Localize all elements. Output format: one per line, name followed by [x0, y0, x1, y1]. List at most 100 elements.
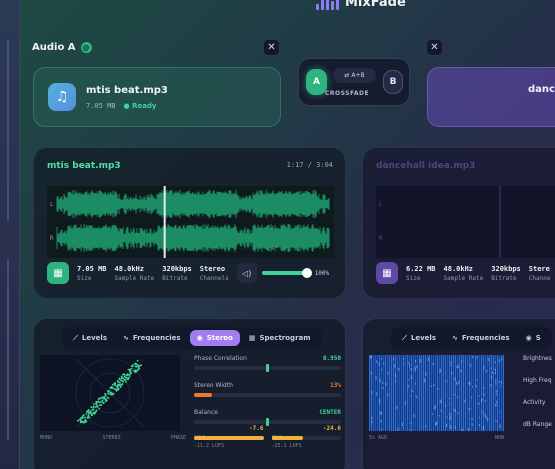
scope-label-mono: MONO — [40, 435, 53, 441]
volume-fill — [261, 271, 307, 275]
stereo-icon: ◉ — [525, 334, 532, 342]
deck-b-file-card[interactable]: dance — [427, 67, 555, 127]
spectrogram-column — [461, 355, 462, 431]
spectrogram-cell — [500, 385, 502, 387]
volume-slider[interactable] — [261, 268, 312, 278]
scope-point — [109, 393, 112, 396]
scope-point — [137, 364, 139, 367]
spectrogram-cell — [370, 356, 372, 358]
levels-icon: ⟋ — [402, 333, 407, 342]
spectrogram-cell — [413, 414, 415, 418]
meter-marker — [266, 418, 269, 426]
spectrogram-cell — [455, 381, 457, 385]
spectrogram-icon: ▦ — [248, 334, 256, 342]
spectrogram-cell — [410, 367, 412, 371]
spectrogram-cell — [464, 399, 466, 403]
spectrogram-cell — [448, 397, 450, 400]
spectrogram-cell — [410, 421, 412, 424]
tab-levels[interactable]: ⟋ Levels — [66, 330, 114, 347]
meter-marker — [266, 364, 269, 372]
spectrogram-cell — [458, 381, 460, 385]
stereo-scope — [40, 355, 180, 431]
spectrogram-column — [405, 355, 406, 431]
crossfade-swap-button[interactable]: ⇄ A+B — [333, 68, 376, 83]
meter-value: 13% — [330, 382, 341, 389]
spectrogram-cell — [454, 377, 456, 381]
spectrogram-column — [479, 355, 480, 431]
spectrogram-column — [503, 355, 504, 431]
scope-point — [98, 407, 101, 410]
scope-point — [98, 397, 100, 400]
close-deck-b-button[interactable]: ✕ — [426, 39, 443, 56]
scope-point — [95, 409, 98, 412]
spectrogram-cell — [425, 372, 427, 376]
tab-stereo[interactable]: ◉ S — [519, 330, 548, 346]
spectrogram-cell — [456, 396, 458, 399]
spectrogram-cell — [457, 412, 459, 415]
spectrogram-cell — [395, 430, 397, 431]
scope-point — [124, 378, 127, 381]
spectrogram-column — [429, 355, 430, 431]
tab-stereo[interactable]: ◉ Stereo — [189, 330, 240, 346]
scope-point — [115, 389, 118, 392]
tab-levels[interactable]: ⟋ Levels — [395, 330, 443, 347]
scope-point — [80, 421, 83, 423]
spectrogram-cell — [380, 428, 382, 431]
deck-a-label: Audio A @ — [32, 42, 92, 53]
spectrogram-column — [469, 355, 470, 431]
scope-label-stereo: STEREO — [102, 435, 121, 441]
spectrogram-cell — [491, 375, 493, 379]
scope-point — [114, 382, 116, 385]
close-deck-a-button[interactable]: ✕ — [263, 39, 280, 56]
spectrogram-cell — [425, 425, 427, 428]
brand: MixFade — [316, 0, 406, 10]
scope-point — [79, 419, 82, 421]
crossfade-b-button[interactable]: B — [383, 70, 403, 94]
stat-value: Stere — [528, 264, 550, 273]
spectrogram-cell — [455, 409, 457, 413]
scope-point — [112, 392, 115, 395]
logo-icon — [316, 0, 339, 10]
deck-b-waveform[interactable]: LR — [376, 186, 555, 258]
stat-label: Sample Rate — [114, 274, 155, 282]
tab-frequencies[interactable]: ∿ Frequencies — [116, 330, 188, 346]
spectrogram-cell — [499, 424, 501, 428]
levels-icon: ⟋ — [73, 333, 78, 342]
scope-labels: MONO STEREO PHASE — [40, 435, 186, 441]
spectrogram-column — [413, 355, 414, 431]
meter-value: 0.950 — [322, 355, 341, 362]
deck-a-waveform[interactable]: LR — [47, 186, 334, 258]
scope-point — [93, 403, 95, 406]
crossfade-a-button[interactable]: A — [306, 69, 327, 95]
deck-a-title: Audio A — [32, 42, 76, 53]
spectrogram-cell — [476, 379, 478, 381]
spectrogram-cell — [415, 395, 417, 399]
spectrogram-column — [437, 355, 438, 431]
scope-point — [87, 414, 90, 416]
spectrogram-cell — [468, 382, 470, 385]
channel-label: R — [50, 235, 54, 242]
volume-icon[interactable]: ◁) — [236, 263, 257, 283]
spectrogram-column — [425, 355, 426, 431]
spectrogram-cell — [494, 361, 496, 364]
spectrogram-column — [415, 355, 416, 431]
tab-label: Levels — [410, 334, 436, 342]
spectrogram-cell — [398, 367, 400, 371]
spectrogram-cell — [385, 382, 387, 386]
tab-spectrogram[interactable]: ▦ Spectrogram — [242, 330, 318, 346]
tab-label: Spectrogram — [259, 334, 311, 342]
scope-point — [91, 413, 93, 416]
deck-a-file-card[interactable]: ♫ mtis beat.mp3 7.05 MB ● Ready — [33, 67, 281, 127]
deck-a-footer: ▦ 7.05 MB Size 48.0kHz Sample Rate 320kbps… — [47, 262, 329, 284]
spectrogram-column — [441, 355, 442, 431]
volume-knob[interactable] — [301, 268, 312, 278]
meter-value: -7.6 — [249, 425, 264, 432]
tab-frequencies[interactable]: ∿ Frequencies — [445, 330, 517, 346]
scope-point — [88, 411, 91, 414]
stat-label: Channels — [199, 274, 229, 282]
spectrogram-cell — [371, 391, 373, 394]
spectrogram-column — [457, 355, 458, 431]
spectrogram-column — [387, 355, 388, 431]
scope-point — [88, 416, 91, 419]
